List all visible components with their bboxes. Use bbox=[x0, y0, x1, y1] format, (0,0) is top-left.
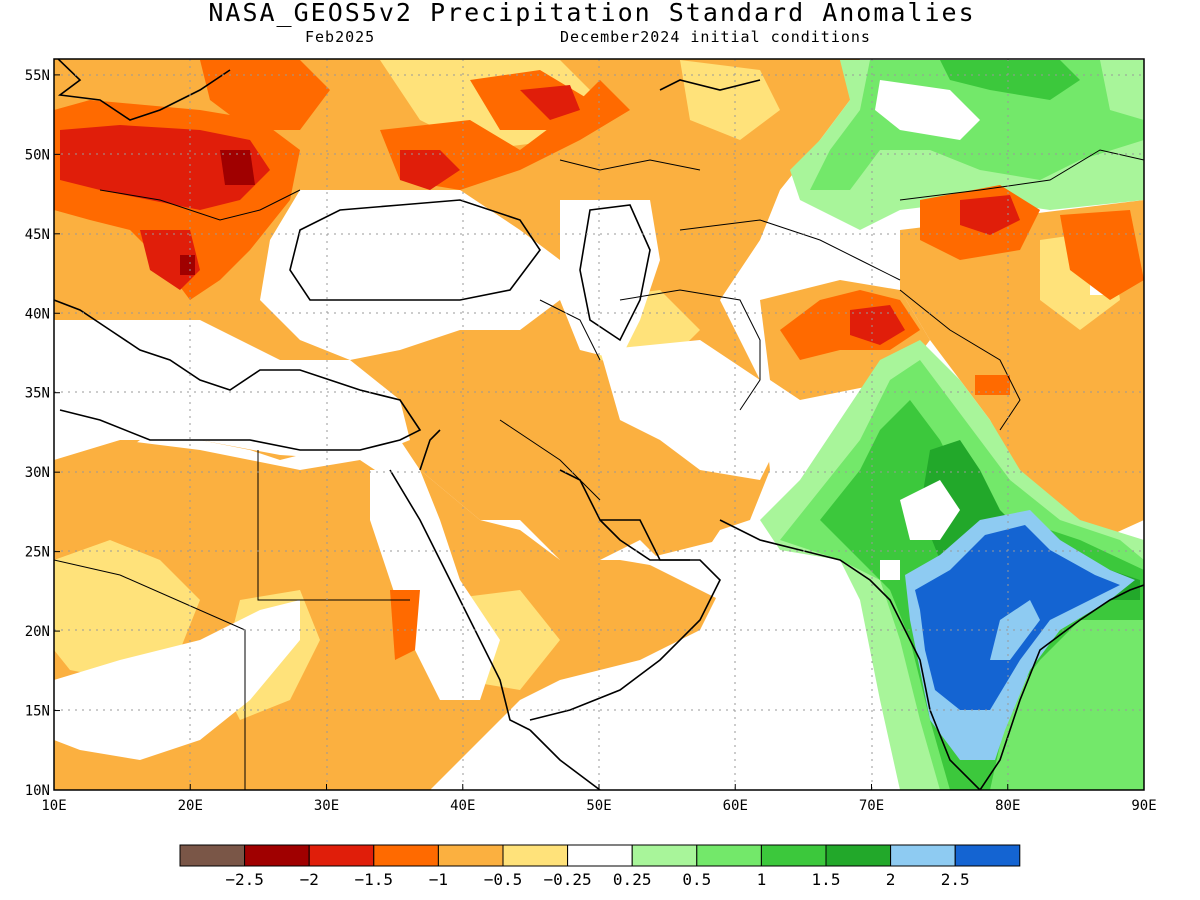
initial-conditions: December2024 initial conditions bbox=[560, 28, 871, 46]
lon-tick-label: 10E bbox=[41, 798, 66, 814]
colorbar: −2.5 −2 −1.5 −1 −0.5 −0.25 0.25 0.5 1 1.5 2 2.5 bbox=[179, 844, 1021, 889]
lat-tick-label: 15N bbox=[25, 704, 50, 720]
colorbar-label: 0.25 bbox=[613, 870, 652, 889]
lon-tick-label: 70E bbox=[859, 798, 884, 814]
graticule bbox=[54, 59, 1144, 790]
colorbar-label: 1 bbox=[757, 870, 767, 889]
colorbar-swatch bbox=[954, 844, 1021, 867]
lat-tick-label: 40N bbox=[25, 306, 50, 322]
coastlines bbox=[54, 59, 1144, 790]
colorbar-label: 2.5 bbox=[941, 870, 970, 889]
lon-tick-label: 60E bbox=[723, 798, 748, 814]
lat-tick-label: 35N bbox=[25, 386, 50, 402]
map-title: NASA_GEOS5v2 Precipitation Standard Anom… bbox=[208, 0, 976, 27]
lon-tick-label: 30E bbox=[314, 798, 339, 814]
colorbar-swatch bbox=[760, 844, 827, 867]
lat-tick-label: 20N bbox=[25, 624, 50, 640]
colorbar-label: −1.5 bbox=[355, 870, 394, 889]
lon-tick-label: 80E bbox=[995, 798, 1020, 814]
colorbar-label: 1.5 bbox=[812, 870, 841, 889]
lon-tick-label: 50E bbox=[586, 798, 611, 814]
colorbar-swatch bbox=[502, 844, 569, 867]
colorbar-swatch bbox=[373, 844, 439, 867]
colorbar-swatch bbox=[696, 844, 762, 867]
lon-tick-label: 40E bbox=[450, 798, 475, 814]
lat-tick-label: 10N bbox=[25, 783, 50, 799]
colorbar-swatch bbox=[308, 844, 375, 867]
lat-tick-label: 45N bbox=[25, 227, 50, 243]
colorbar-swatch bbox=[567, 844, 633, 867]
country-borders bbox=[54, 149, 1144, 790]
lon-tick-label: 90E bbox=[1131, 798, 1156, 814]
lat-tick-label: 30N bbox=[25, 465, 50, 481]
anomaly-fields bbox=[54, 59, 1144, 790]
colorbar-swatch bbox=[244, 844, 310, 867]
forecast-month: Feb2025 bbox=[305, 28, 376, 46]
axis-ticks: 10E 20E 30E 40E 50E 60E 70E 80E 90E 10N 15N 20N 25N 3… bbox=[25, 68, 1157, 814]
colorbar-label: −2 bbox=[300, 870, 319, 889]
colorbar-label: −1 bbox=[429, 870, 448, 889]
colorbar-label: −0.5 bbox=[484, 870, 523, 889]
lat-tick-label: 55N bbox=[25, 68, 50, 84]
lat-tick-label: 50N bbox=[25, 147, 50, 163]
lon-tick-label: 20E bbox=[178, 798, 203, 814]
colorbar-label: 2 bbox=[886, 870, 896, 889]
colorbar-swatch bbox=[825, 844, 892, 867]
colorbar-label: 0.5 bbox=[682, 870, 711, 889]
colorbar-swatch bbox=[437, 844, 504, 867]
colorbar-label: −2.5 bbox=[225, 870, 264, 889]
colorbar-swatch bbox=[890, 844, 956, 867]
colorbar-label: −0.25 bbox=[544, 870, 592, 889]
colorbar-swatch bbox=[631, 844, 698, 867]
lat-tick-label: 25N bbox=[25, 545, 50, 561]
colorbar-swatch bbox=[179, 844, 246, 867]
